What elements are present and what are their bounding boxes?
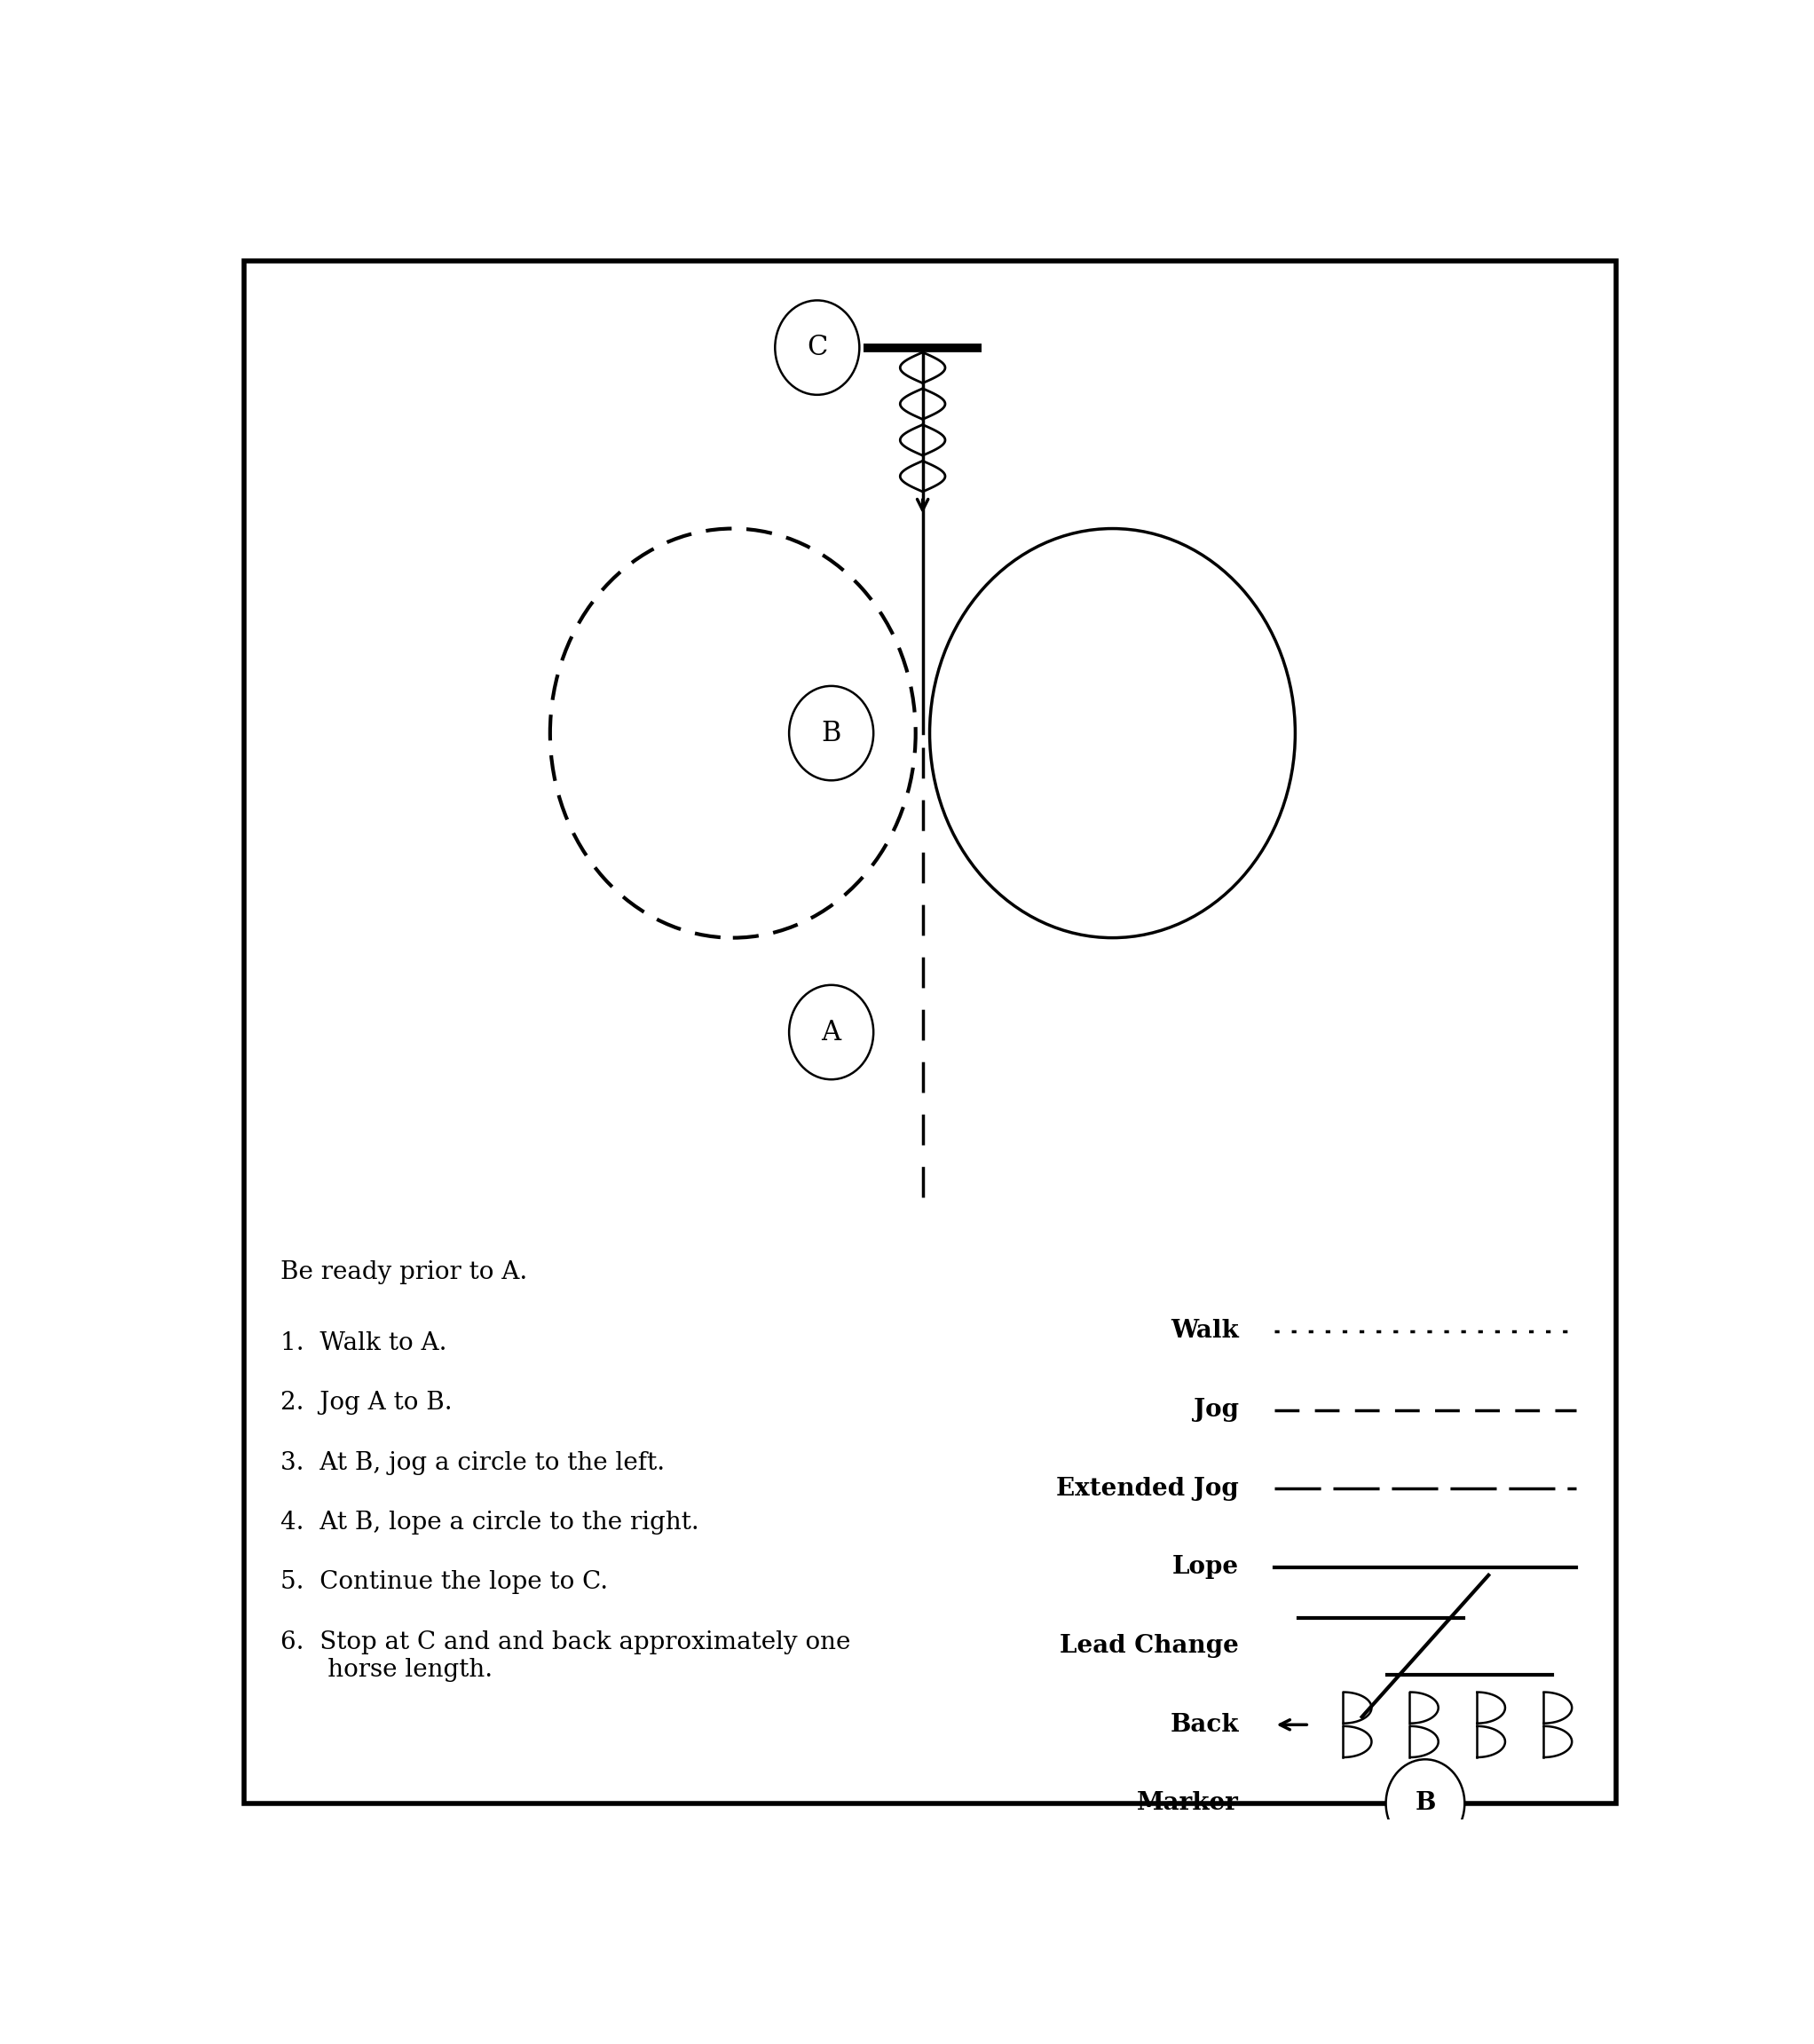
Text: 5.  Continue the lope to C.: 5. Continue the lope to C. bbox=[279, 1570, 608, 1594]
Text: B: B bbox=[822, 719, 842, 746]
Text: Walk: Walk bbox=[1170, 1318, 1239, 1343]
Text: A: A bbox=[822, 1018, 842, 1047]
Circle shape bbox=[789, 985, 874, 1079]
Text: Lead Change: Lead Change bbox=[1059, 1633, 1239, 1658]
Circle shape bbox=[1386, 1760, 1464, 1848]
Circle shape bbox=[789, 687, 874, 781]
Text: 1.  Walk to A.: 1. Walk to A. bbox=[279, 1331, 446, 1355]
Text: 4.  At B, lope a circle to the right.: 4. At B, lope a circle to the right. bbox=[279, 1511, 698, 1535]
Text: 2.  Jog A to B.: 2. Jog A to B. bbox=[279, 1392, 452, 1414]
Text: 6.  Stop at C and and back approximately one
      horse length.: 6. Stop at C and and back approximately … bbox=[279, 1631, 851, 1682]
Text: Extended Jog: Extended Jog bbox=[1056, 1476, 1239, 1500]
Text: B: B bbox=[1415, 1791, 1435, 1815]
Text: Be ready prior to A.: Be ready prior to A. bbox=[279, 1261, 528, 1284]
Text: Marker: Marker bbox=[1137, 1791, 1239, 1815]
Circle shape bbox=[775, 300, 860, 394]
Text: Jog: Jog bbox=[1194, 1398, 1239, 1423]
Text: Back: Back bbox=[1170, 1713, 1239, 1737]
Text: Lope: Lope bbox=[1172, 1555, 1239, 1580]
Text: C: C bbox=[807, 333, 827, 362]
Text: 3.  At B, jog a circle to the left.: 3. At B, jog a circle to the left. bbox=[279, 1451, 664, 1476]
